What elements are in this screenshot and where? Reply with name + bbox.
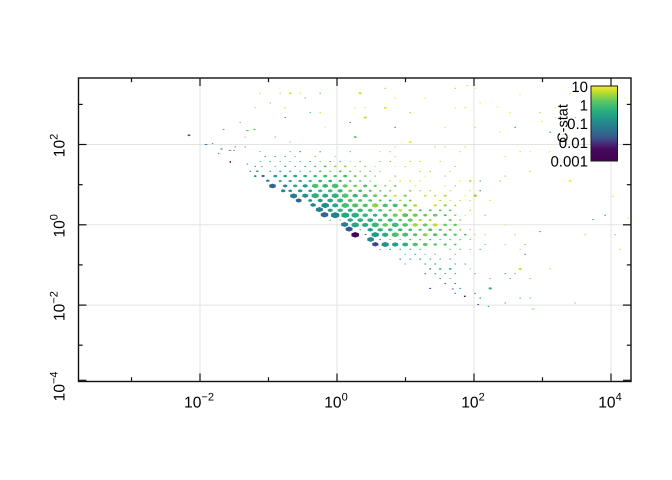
svg-text:1: 1 <box>580 98 588 115</box>
svg-text:10: 10 <box>571 79 588 96</box>
svg-text:100: 100 <box>324 391 347 411</box>
svg-text:C-stat: C-stat <box>556 104 572 143</box>
svg-text:10−2: 10−2 <box>184 391 214 411</box>
svg-text:102: 102 <box>461 391 484 411</box>
svg-text:100: 100 <box>49 214 69 237</box>
svg-text:104: 104 <box>598 391 621 411</box>
svg-text:0.001: 0.001 <box>550 154 588 171</box>
svg-text:10−2: 10−2 <box>49 291 69 321</box>
svg-text:102: 102 <box>49 134 69 157</box>
svg-text:10−4: 10−4 <box>49 371 69 401</box>
svg-text:0.01: 0.01 <box>559 135 588 152</box>
svg-text:0.1: 0.1 <box>567 116 588 133</box>
